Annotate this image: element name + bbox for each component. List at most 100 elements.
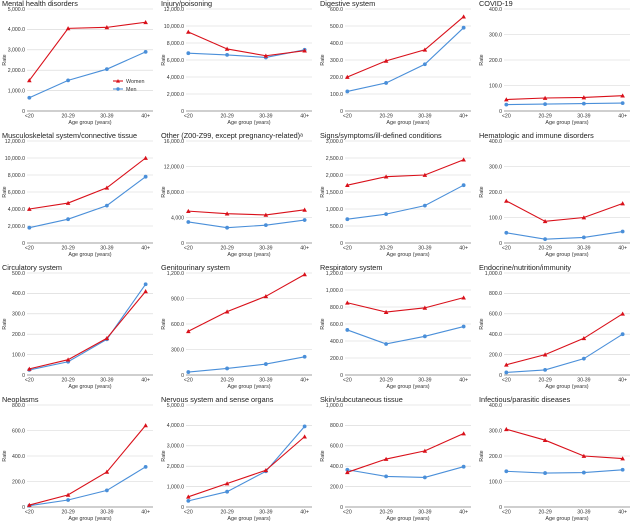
- x-tick-label: 20-29: [379, 246, 392, 252]
- x-tick-label: 40+: [300, 378, 309, 384]
- series-line-men: [188, 426, 306, 502]
- y-tick-label: 300.0: [171, 347, 184, 353]
- y-tick-label: 300.0: [489, 164, 502, 170]
- x-axis-label: Age group (years): [68, 384, 111, 390]
- x-tick-label: <20: [184, 378, 193, 384]
- y-tick-label: 0: [499, 241, 502, 247]
- data-point-women: [104, 25, 110, 30]
- x-tick-label: 20-29: [220, 510, 233, 516]
- chart-title: Genitourinary system: [161, 264, 230, 272]
- y-tick-label: 4,000.0: [167, 423, 184, 429]
- y-tick-label: 100.0: [489, 215, 502, 221]
- y-tick-label: 400.0: [330, 339, 343, 345]
- data-point-women: [104, 185, 110, 190]
- x-tick-label: 30-39: [259, 246, 272, 252]
- chart-skin-subcutaneous-tissue: Skin/subcutaneous tissue 0 200.0 400.0 600.0…: [320, 396, 471, 522]
- series-line-women: [347, 297, 464, 313]
- y-tick-label: 400.0: [330, 464, 343, 470]
- y-tick-label: 800.0: [12, 403, 25, 409]
- y-tick-label: 4,000.0: [8, 27, 25, 33]
- y-tick-label: 1,000.0: [326, 288, 343, 294]
- y-axis-label: Rate: [479, 186, 485, 197]
- data-point-men: [384, 81, 388, 85]
- x-axis-label: Age group (years): [68, 516, 111, 522]
- x-tick-label: 30-39: [100, 114, 113, 120]
- y-tick-label: 2,500.0: [326, 156, 343, 162]
- y-axis-label: Rate: [479, 450, 485, 461]
- y-axis-label: Rate: [2, 450, 8, 461]
- data-point-women: [27, 78, 32, 83]
- data-point-men: [104, 488, 109, 493]
- y-tick-label: 0: [22, 109, 25, 115]
- y-tick-label: 200.0: [489, 352, 502, 358]
- y-axis-label: Rate: [479, 318, 485, 329]
- y-tick-label: 0: [181, 241, 184, 247]
- data-point-women: [186, 29, 191, 34]
- series-line-women: [188, 273, 305, 332]
- data-point-women: [27, 206, 32, 211]
- y-tick-label: 8,000.0: [8, 173, 25, 179]
- data-point-women: [581, 95, 587, 100]
- data-point-men: [27, 95, 32, 100]
- y-axis-label: Rate: [2, 54, 8, 65]
- y-tick-label: 1,000.0: [485, 271, 502, 277]
- x-tick-label: <20: [502, 114, 511, 120]
- x-tick-label: <20: [25, 378, 34, 384]
- data-point-women: [27, 366, 32, 371]
- x-axis-label: Age group (years): [545, 120, 588, 126]
- x-axis-label: Age group (years): [545, 252, 588, 258]
- data-point-women: [302, 207, 307, 212]
- x-axis-label: Age group (years): [386, 252, 429, 258]
- data-point-women: [345, 74, 350, 79]
- y-tick-label: 0: [181, 373, 184, 379]
- series-line-women: [29, 425, 147, 506]
- data-point-women: [422, 47, 428, 52]
- data-point-men: [225, 489, 229, 494]
- data-point-men: [27, 225, 32, 230]
- data-point-men: [225, 366, 229, 371]
- x-tick-label: 30-39: [577, 378, 590, 384]
- x-tick-label: 30-39: [100, 378, 113, 384]
- data-point-women: [422, 448, 428, 453]
- data-point-men: [384, 342, 388, 346]
- series-line-men: [188, 219, 305, 229]
- y-tick-label: 200.0: [489, 58, 502, 64]
- x-tick-label: 30-39: [100, 510, 113, 516]
- series-line-men: [506, 102, 623, 106]
- y-tick-label: 2,000.0: [8, 224, 25, 230]
- x-tick-label: 20-29: [538, 114, 551, 120]
- y-tick-label: 400.0: [489, 7, 502, 13]
- y-tick-label: 300.0: [489, 32, 502, 38]
- data-point-men: [143, 174, 148, 179]
- legend-marker: [116, 87, 120, 91]
- y-tick-label: 1,000.0: [8, 88, 25, 94]
- y-tick-label: 500.0: [12, 271, 25, 277]
- x-tick-label: 40+: [459, 510, 468, 516]
- x-tick-label: 20-29: [538, 378, 551, 384]
- y-tick-label: 100.0: [489, 479, 502, 485]
- data-point-women: [263, 212, 269, 217]
- x-tick-label: 40+: [618, 510, 627, 516]
- data-point-men: [104, 203, 109, 208]
- y-tick-label: 2,000.0: [8, 68, 25, 74]
- y-tick-label: 200.0: [330, 356, 343, 362]
- data-point-men: [620, 332, 625, 337]
- series-line-women: [188, 31, 305, 57]
- y-tick-label: 1,200.0: [326, 271, 343, 277]
- series-line-women: [29, 291, 147, 370]
- y-tick-label: 6,000.0: [167, 58, 184, 64]
- data-point-men: [302, 354, 307, 359]
- data-point-women: [224, 211, 230, 216]
- y-tick-label: 0: [22, 241, 25, 247]
- data-point-women: [302, 434, 307, 439]
- x-axis-label: Age group (years): [386, 516, 429, 522]
- data-point-men: [186, 220, 191, 224]
- chart-nervous-system-and-sense-organs: Nervous system and sense organs 0 1,000.0 2…: [161, 396, 312, 522]
- data-point-men: [345, 328, 350, 332]
- x-axis-label: Age group (years): [227, 516, 270, 522]
- legend-label: Men: [126, 87, 137, 93]
- chart-title: Digestive system: [320, 0, 375, 8]
- data-point-women: [461, 295, 466, 300]
- y-tick-label: 8,000.0: [167, 190, 184, 196]
